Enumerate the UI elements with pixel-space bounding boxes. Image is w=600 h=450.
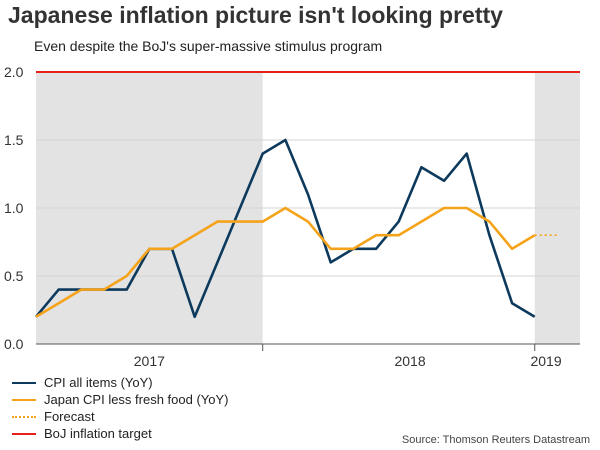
y-tick-label: 0.5 (4, 268, 24, 284)
legend: CPI all items (YoY) Japan CPI less fresh… (12, 374, 229, 442)
legend-label: Japan CPI less fresh food (YoY) (44, 392, 229, 407)
y-tick-label: 0.0 (4, 336, 24, 352)
x-tick-label: 2017 (134, 353, 165, 369)
series-line-cpi-less-fresh-food (35, 206, 536, 318)
legend-swatch-orange-dotted (12, 415, 36, 418)
x-tick-label: 2019 (530, 353, 561, 369)
legend-label: BoJ inflation target (44, 426, 152, 441)
legend-swatch-orange (12, 398, 36, 401)
y-tick-label: 1.0 (4, 200, 24, 216)
x-tick-label: 2018 (394, 353, 425, 369)
legend-label: Forecast (44, 409, 95, 424)
series-line-cpi-all-items (35, 138, 536, 319)
legend-item-cpi-less-fresh-food: Japan CPI less fresh food (YoY) (12, 391, 229, 408)
y-tick-label: 2.0 (4, 64, 24, 80)
legend-swatch-navy (12, 381, 36, 384)
legend-swatch-red (12, 432, 36, 435)
legend-item-forecast: Forecast (12, 408, 229, 425)
legend-label: CPI all items (YoY) (44, 375, 153, 390)
legend-item-cpi-all-items: CPI all items (YoY) (12, 374, 229, 391)
chart-title: Japanese inflation picture isn't looking… (8, 2, 503, 28)
source-note: Source: Thomson Reuters Datastream (401, 434, 590, 446)
chart-subtitle: Even despite the BoJ's super-massive sti… (34, 38, 383, 54)
y-tick-label: 1.5 (4, 132, 24, 148)
legend-item-boj-target: BoJ inflation target (12, 425, 229, 442)
